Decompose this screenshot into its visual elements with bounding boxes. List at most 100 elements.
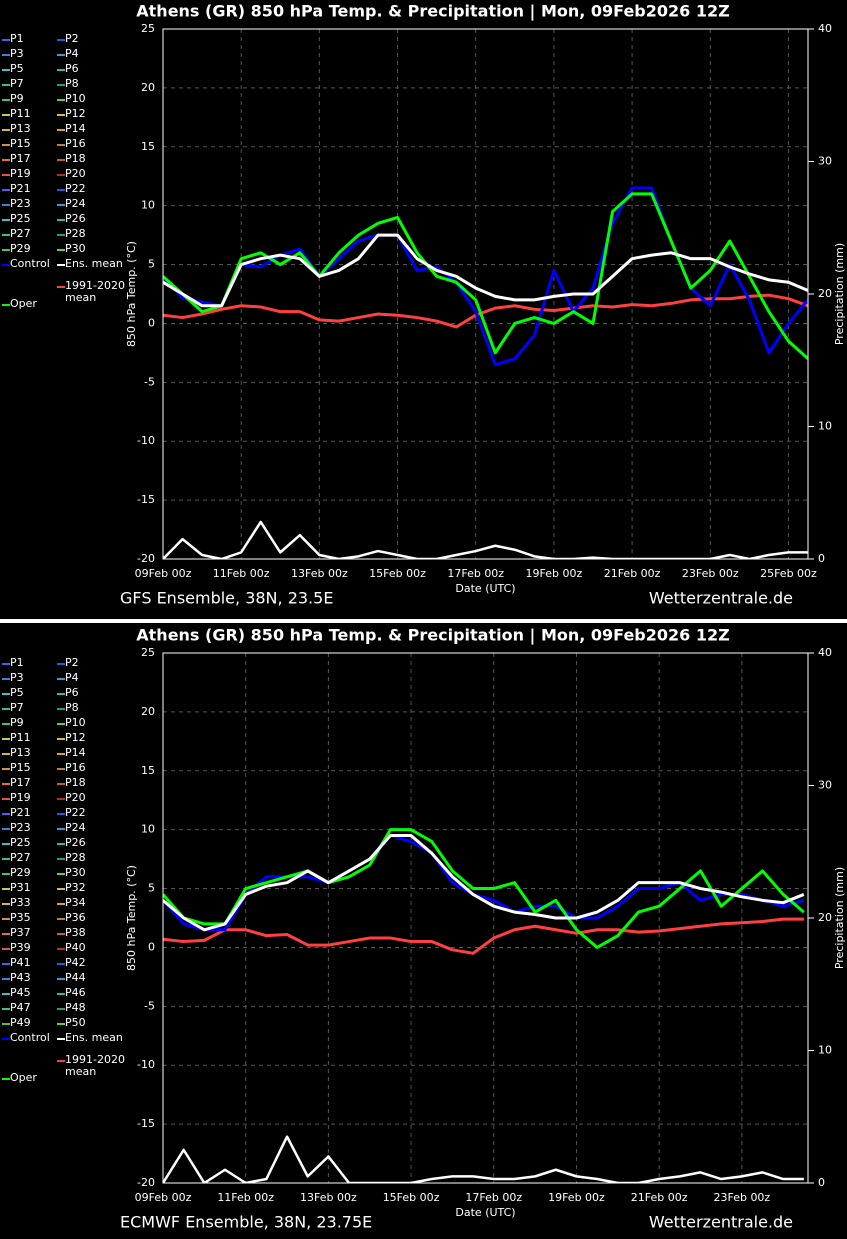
- chart-title: Athens (GR) 850 hPa Temp. & Precipitatio…: [136, 626, 729, 646]
- legend-item: P46: [57, 986, 86, 999]
- y-tick-label: 0: [148, 940, 155, 953]
- legend-label: P13: [10, 122, 31, 135]
- legend-item: P28: [57, 852, 86, 864]
- legend-swatch: [2, 738, 10, 740]
- legend-label: P7: [10, 77, 24, 90]
- legend-item: P13: [2, 747, 31, 759]
- legend-item: P12: [57, 731, 86, 744]
- y-axis-label: 850 hPa Temp. (°C): [125, 241, 138, 347]
- legend-item: P23: [2, 198, 31, 210]
- legend-item: P22: [57, 806, 86, 819]
- y-tick-label: 20: [141, 705, 155, 718]
- legend-label: P47: [10, 1001, 31, 1014]
- legend-label: P24: [65, 197, 86, 210]
- legend-label: Oper: [10, 1071, 37, 1084]
- legend-swatch: [57, 1038, 65, 1040]
- legend-item: P27: [2, 852, 31, 864]
- legend-label: P22: [65, 806, 86, 819]
- legend-label: P40: [65, 941, 86, 954]
- legend-item: P5: [2, 63, 24, 75]
- legend-label: P27: [10, 227, 31, 240]
- legend-swatch: [2, 219, 10, 221]
- legend-item: P35: [2, 912, 31, 924]
- legend-label: Control: [10, 257, 50, 270]
- legend-label: P46: [65, 986, 86, 999]
- y2-tick-label: 30: [818, 779, 832, 792]
- legend-item: 1991-2020 mean: [57, 280, 125, 304]
- legend-item: Oper: [2, 298, 37, 310]
- legend-item: 1991-2020 mean: [57, 1053, 125, 1078]
- legend-item: P2: [57, 33, 79, 45]
- legend-swatch: [57, 888, 65, 890]
- legend-swatch: [57, 873, 65, 875]
- x-axis-label: Date (UTC): [455, 1206, 515, 1219]
- y-tick-label: 0: [148, 316, 155, 329]
- x-tick-label: 19Feb 00z: [548, 1191, 605, 1204]
- legend-item: P1: [2, 33, 24, 45]
- legend-item: P14: [57, 123, 86, 135]
- legend-item: P15: [2, 762, 31, 774]
- legend-item: P9: [2, 717, 24, 729]
- legend-label: Ens. mean: [65, 257, 123, 270]
- legend-label: P20: [65, 167, 86, 180]
- y-tick-label: 25: [141, 22, 155, 35]
- legend-swatch: [57, 663, 65, 665]
- legend-swatch: [57, 159, 65, 161]
- legend-swatch: [2, 903, 10, 905]
- legend-swatch: [57, 129, 65, 131]
- legend-item: P2: [57, 657, 79, 669]
- legend-label: P31: [10, 881, 31, 894]
- precip-line: [163, 520, 808, 559]
- legend-label: P48: [65, 1001, 86, 1014]
- legend-item: P8: [57, 78, 79, 90]
- x-tick-label: 13Feb 00z: [291, 567, 348, 580]
- legend-item: P3: [2, 672, 24, 684]
- y2-tick-label: 10: [818, 1044, 832, 1057]
- legend-swatch: [57, 189, 65, 191]
- legend-item: P24: [57, 197, 86, 210]
- legend-swatch: [2, 798, 10, 800]
- legend-item: P9: [2, 93, 24, 105]
- legend-item: P21: [2, 183, 31, 195]
- x-tick-label: 21Feb 00z: [604, 567, 661, 580]
- x-tick-label: 17Feb 00z: [465, 1191, 522, 1204]
- legend-swatch: [57, 174, 65, 176]
- legend-item: P26: [57, 213, 86, 225]
- legend-swatch: [2, 858, 10, 860]
- y2-tick-label: 40: [818, 22, 832, 35]
- legend-swatch: [2, 189, 10, 191]
- x-tick-label: 15Feb 00z: [383, 1191, 440, 1204]
- legend-label: P25: [10, 212, 31, 225]
- legend-item: P6: [57, 687, 79, 699]
- legend-item: P47: [2, 1001, 31, 1014]
- x-tick-label: 19Feb 00z: [526, 567, 583, 580]
- y-tick-label: -15: [137, 1117, 155, 1130]
- legend-item: P11: [2, 732, 31, 744]
- legend-swatch: [2, 663, 10, 665]
- legend-swatch: [57, 828, 65, 830]
- legend-item: Control: [2, 257, 50, 270]
- legend-label: 1991-2020 mean: [65, 1053, 125, 1078]
- legend-swatch: [57, 978, 65, 980]
- legend-swatch: [2, 249, 10, 251]
- x-tick-label: 21Feb 00z: [631, 1191, 688, 1204]
- y-tick-label: -20: [137, 1176, 155, 1189]
- series-line: [163, 917, 804, 955]
- legend-item: Ens. mean: [57, 1032, 123, 1044]
- legend-swatch: [2, 1023, 10, 1025]
- y2-axis-label: Precipitation (mm): [833, 867, 846, 969]
- legend-swatch: [57, 264, 65, 266]
- legend-item: P8: [57, 702, 79, 714]
- y2-tick-label: 10: [818, 420, 832, 433]
- legend-label: P12: [65, 731, 86, 744]
- y-tick-label: -10: [137, 1058, 155, 1071]
- legend-label: P36: [65, 911, 86, 924]
- legend-label: P44: [65, 971, 86, 984]
- legend-swatch: [2, 963, 10, 965]
- legend-item: P13: [2, 122, 31, 135]
- legend-item: P5: [2, 687, 24, 699]
- x-axis-label: Date (UTC): [455, 582, 515, 595]
- y-tick-label: 10: [141, 199, 155, 212]
- legend-item: P4: [57, 672, 79, 684]
- legend-item: P38: [57, 927, 86, 939]
